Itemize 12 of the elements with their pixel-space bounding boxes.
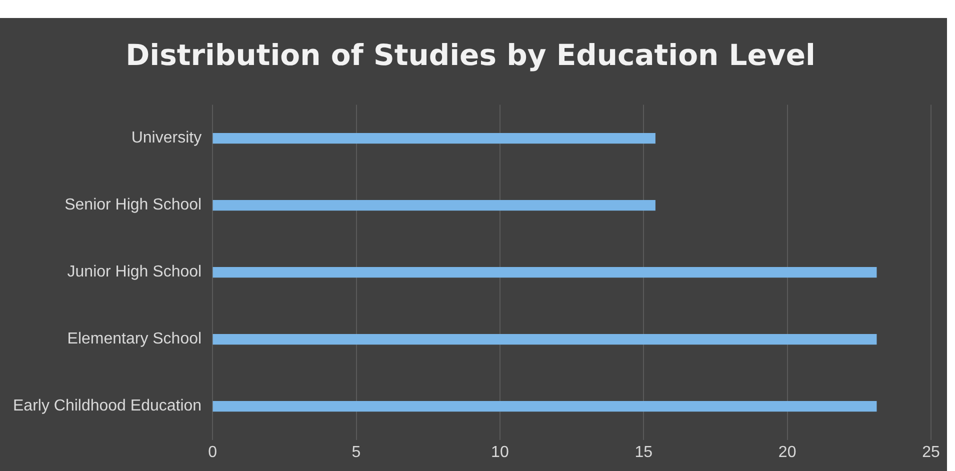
x-tick-label: 15 [634, 444, 653, 461]
chart-title: Distribution of Studies by Education Level [126, 38, 816, 72]
y-tick-label: Early Childhood Education [13, 398, 202, 415]
x-tick-label: 25 [922, 444, 940, 461]
x-tick-label: 10 [491, 444, 509, 461]
x-tick-label: 20 [778, 444, 796, 461]
y-tick-label: Senior High School [64, 196, 202, 214]
y-tick-label: Junior High School [67, 264, 202, 281]
y-tick-label: University [131, 130, 202, 147]
x-tick-label: 5 [352, 444, 361, 461]
x-tick-label: 0 [208, 444, 218, 461]
y-tick-label: Elementary School [67, 330, 202, 348]
